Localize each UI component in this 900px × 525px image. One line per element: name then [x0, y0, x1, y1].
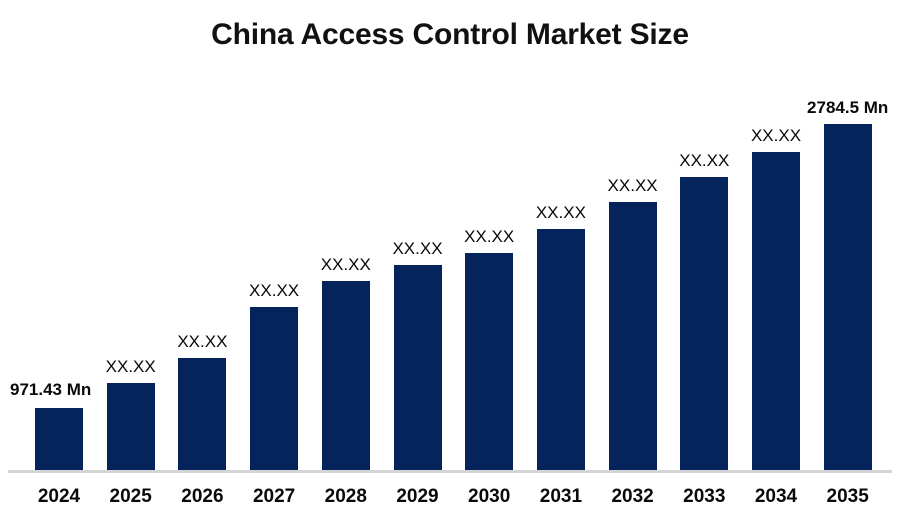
- bar-2034[interactable]: [752, 152, 800, 472]
- x-tick-label-2028: 2028: [324, 486, 367, 507]
- bar-value-label-2031: XX.XX: [535, 203, 586, 222]
- x-tick-label-2034: 2034: [754, 486, 798, 507]
- x-tick-label-2026: 2026: [181, 486, 224, 507]
- x-tick-label-2029: 2029: [396, 486, 439, 507]
- bar-group: [680, 0, 729, 525]
- bar-group: [393, 0, 442, 525]
- bar-group: [106, 0, 155, 525]
- bar-value-label-2035: 2784.5 Mn: [807, 98, 889, 117]
- bar-value-label-2030: XX.XX: [464, 227, 515, 246]
- x-tick-label-2031: 2031: [539, 486, 583, 507]
- bar-value-label-2032: XX.XX: [607, 176, 658, 195]
- x-tick-label-2035: 2035: [826, 486, 869, 507]
- bar-value-label-2027: XX.XX: [249, 281, 300, 300]
- bar-2035[interactable]: [823, 124, 872, 472]
- bar-2033[interactable]: [680, 177, 729, 472]
- bar-group: [465, 0, 514, 525]
- x-tick-label-2032: 2032: [611, 486, 654, 507]
- bar-2027[interactable]: [250, 307, 299, 472]
- bar-value-label-2033: XX.XX: [679, 151, 730, 170]
- x-tick-label-2030: 2030: [468, 486, 511, 507]
- bar-value-label-2025: XX.XX: [105, 357, 156, 376]
- bar-group: [250, 0, 299, 525]
- chart-title: China Access Control Market Size: [211, 18, 689, 51]
- bar-2028[interactable]: [321, 281, 370, 472]
- bar-group: [321, 0, 370, 525]
- bar-value-label-2028: XX.XX: [320, 255, 371, 274]
- x-tick-label-2025: 2025: [109, 486, 152, 507]
- bar-2032[interactable]: [608, 202, 657, 472]
- x-axis-baseline: [8, 470, 892, 473]
- bar-2024[interactable]: [35, 408, 83, 472]
- bar-value-label-2029: XX.XX: [392, 239, 443, 258]
- bar-group: [178, 0, 227, 525]
- bar-group: [608, 0, 657, 525]
- x-tick-label-2027: 2027: [252, 486, 296, 507]
- bar-value-label-2034: XX.XX: [750, 126, 802, 145]
- bar-2030[interactable]: [465, 253, 514, 472]
- bar-2029[interactable]: [393, 265, 442, 472]
- x-tick-label-2033: 2033: [683, 486, 726, 507]
- bar-group: [536, 0, 585, 525]
- bar-2025[interactable]: [106, 383, 155, 472]
- bar-group: [752, 0, 800, 525]
- bar-2031[interactable]: [536, 229, 585, 472]
- bar-group: [35, 0, 83, 525]
- bar-value-label-2026: XX.XX: [177, 332, 228, 351]
- bar-value-label-2024: 971.43 Mn: [10, 380, 92, 399]
- bar-2026[interactable]: [178, 358, 227, 472]
- x-tick-label-2024: 2024: [37, 486, 81, 507]
- bar-group: [823, 0, 872, 525]
